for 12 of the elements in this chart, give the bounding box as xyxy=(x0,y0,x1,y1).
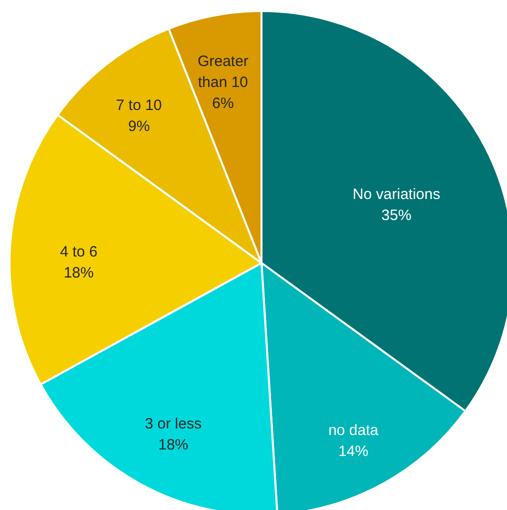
data-label: 14% xyxy=(338,443,368,460)
data-label: 35% xyxy=(381,207,412,224)
data-label: 9% xyxy=(128,118,150,136)
data-label: 18% xyxy=(64,264,94,282)
slice-label: 4 to 6 xyxy=(60,244,98,260)
slice-label: 7 to 10 xyxy=(116,97,162,114)
data-label: 18% xyxy=(158,436,188,454)
slice-label: 3 or less xyxy=(144,416,202,432)
data-label: 6% xyxy=(212,95,234,112)
slice-label: No variations xyxy=(352,186,440,204)
slice-label: no data xyxy=(328,422,380,440)
slice-label: Greater than 10 xyxy=(198,53,248,92)
